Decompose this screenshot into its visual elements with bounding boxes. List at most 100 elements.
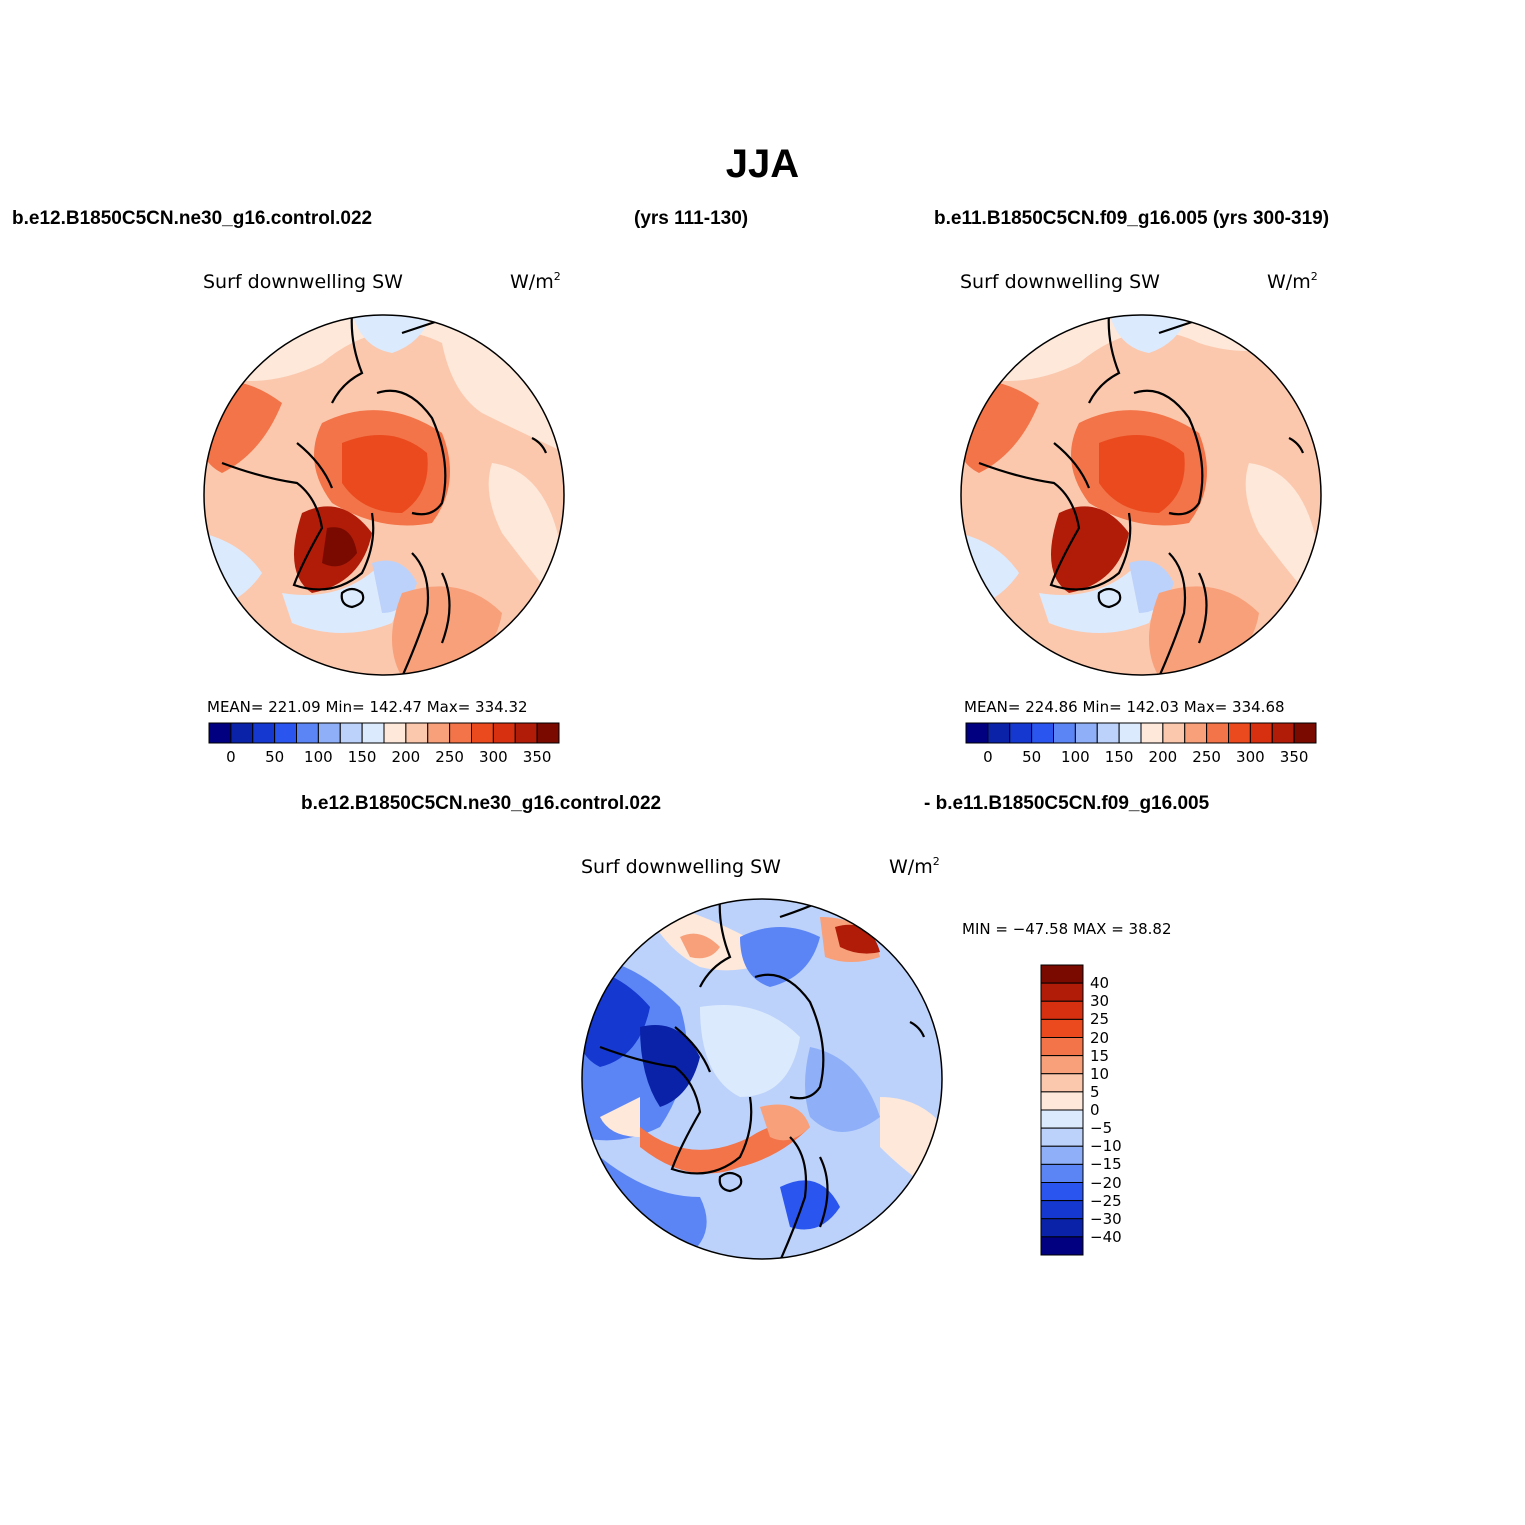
colorbar-swatch bbox=[1040, 1200, 1084, 1220]
colorbar-swatch bbox=[1249, 722, 1273, 744]
colorbar-swatch bbox=[296, 722, 319, 744]
colorbar-tick-label: 10 bbox=[1090, 1064, 1110, 1083]
colorbar-tick-label: −30 bbox=[1090, 1209, 1122, 1228]
colorbar-tick-label: −20 bbox=[1090, 1173, 1122, 1192]
colorbar-tick-label: 200 bbox=[391, 748, 421, 766]
colorbar-tick-label: 100 bbox=[304, 748, 333, 766]
colorbar-swatch bbox=[1228, 722, 1251, 744]
colorbar-swatch bbox=[1271, 722, 1295, 744]
colorbar-swatch bbox=[317, 722, 341, 744]
panel-diff-variable: Surf downwelling SW bbox=[581, 856, 781, 878]
colorbar-swatch bbox=[361, 722, 385, 744]
colorbar-swatch bbox=[1184, 722, 1208, 744]
colorbar-tick-label: −15 bbox=[1090, 1155, 1122, 1174]
panel-diff-units: W/m2 bbox=[889, 855, 940, 878]
colorbar-tick-label: 30 bbox=[1090, 992, 1110, 1011]
colorbar-tick-label: 20 bbox=[1090, 1028, 1110, 1047]
colorbar-left bbox=[208, 722, 560, 744]
colorbar-swatch bbox=[1040, 982, 1084, 1002]
colorbar-tick-label: 0 bbox=[983, 748, 993, 766]
colorbar-tick-label: 200 bbox=[1148, 748, 1178, 766]
panel-diff-stats: MIN = −47.58 MAX = 38.82 bbox=[962, 920, 1172, 938]
panel-right-stats: MEAN= 224.86 Min= 142.03 Max= 334.68 bbox=[964, 698, 1285, 716]
panel-right-variable: Surf downwelling SW bbox=[960, 271, 1160, 293]
colorbar-swatch bbox=[405, 722, 429, 744]
colorbar-swatch bbox=[1096, 722, 1120, 744]
colorbar-tick-label: −25 bbox=[1090, 1191, 1122, 1210]
colorbar-swatch bbox=[514, 722, 538, 744]
colorbar-swatch bbox=[1040, 1091, 1084, 1111]
colorbar-swatch bbox=[252, 722, 276, 744]
panel-left-units: W/m2 bbox=[510, 270, 561, 293]
polar-map-right bbox=[960, 314, 1322, 676]
panel-left-stats: MEAN= 221.09 Min= 142.47 Max= 334.32 bbox=[207, 698, 528, 716]
colorbar-tick-label: 250 bbox=[1192, 748, 1221, 766]
colorbar-tick-label: 300 bbox=[1236, 748, 1265, 766]
colorbar-swatch bbox=[1040, 1109, 1084, 1129]
colorbar-swatch bbox=[1053, 722, 1076, 744]
colorbar-swatch bbox=[536, 722, 560, 744]
colorbar-swatch bbox=[1009, 722, 1033, 744]
colorbar-swatch bbox=[492, 722, 516, 744]
colorbar-swatch bbox=[208, 722, 232, 744]
colorbar-swatch bbox=[1040, 1163, 1084, 1183]
colorbar-swatch bbox=[471, 722, 494, 744]
colorbar-tick-label: −10 bbox=[1090, 1137, 1122, 1156]
colorbar-tick-label: 350 bbox=[1279, 748, 1309, 766]
colorbar-swatch bbox=[449, 722, 472, 744]
colorbar-tick-label: 350 bbox=[522, 748, 552, 766]
colorbar-swatch bbox=[1206, 722, 1229, 744]
colorbar-tick-label: 25 bbox=[1090, 1010, 1110, 1029]
panel-left-variable: Surf downwelling SW bbox=[203, 271, 403, 293]
colorbar-swatch bbox=[274, 722, 297, 744]
colorbar-tick-label: −5 bbox=[1090, 1119, 1113, 1138]
colorbar-swatch bbox=[1040, 1000, 1084, 1020]
case-label-left: b.e12.B1850C5CN.ne30_g16.control.022 bbox=[12, 208, 373, 229]
colorbar-tick-label: 0 bbox=[226, 748, 236, 766]
colorbar-swatch bbox=[1040, 1037, 1084, 1057]
colorbar-tick-label: 50 bbox=[265, 748, 285, 766]
colorbar-swatch bbox=[1118, 722, 1142, 744]
colorbar-tick-label: 300 bbox=[479, 748, 508, 766]
colorbar-tick-label: 50 bbox=[1022, 748, 1042, 766]
colorbar-tick-label: 0 bbox=[1090, 1101, 1100, 1119]
colorbar-tick-label: 150 bbox=[347, 748, 377, 766]
colorbar-swatch bbox=[965, 722, 989, 744]
colorbar-swatch bbox=[1040, 1236, 1084, 1256]
main-title: JJA bbox=[725, 142, 800, 186]
panel-right-units: W/m2 bbox=[1267, 270, 1318, 293]
colorbar-tick-label: 150 bbox=[1104, 748, 1134, 766]
polar-map-left bbox=[203, 314, 565, 676]
colorbar-tick-label: 5 bbox=[1090, 1082, 1100, 1101]
colorbar-swatch bbox=[1040, 964, 1084, 984]
colorbar-swatch bbox=[339, 722, 363, 744]
colorbar-swatch bbox=[1040, 1145, 1084, 1165]
colorbar-tick-label: 250 bbox=[435, 748, 464, 766]
colorbar-swatch bbox=[1040, 1018, 1084, 1038]
colorbar-swatch bbox=[987, 722, 1011, 744]
colorbar-swatch bbox=[427, 722, 451, 744]
colorbar-swatch bbox=[1040, 1182, 1084, 1202]
polar-map-difference bbox=[581, 898, 943, 1260]
diff-case-label-right: - b.e11.B1850C5CN.f09_g16.005 bbox=[924, 793, 1210, 814]
colorbar-tick-label: 15 bbox=[1090, 1046, 1110, 1065]
colorbar-swatch bbox=[230, 722, 254, 744]
colorbar-tick-label: −40 bbox=[1090, 1227, 1122, 1246]
colorbar-tick-label: 100 bbox=[1061, 748, 1090, 766]
years-label-left: (yrs 111-130) bbox=[634, 208, 749, 229]
colorbar-right bbox=[965, 722, 1317, 744]
colorbar-swatch bbox=[1162, 722, 1186, 744]
colorbar-difference bbox=[1040, 964, 1084, 1256]
colorbar-swatch bbox=[1293, 722, 1317, 744]
colorbar-swatch bbox=[1140, 722, 1164, 744]
colorbar-swatch bbox=[1040, 1218, 1084, 1238]
colorbar-swatch bbox=[1040, 1055, 1084, 1075]
colorbar-swatch bbox=[1040, 1127, 1084, 1147]
colorbar-tick-label: 40 bbox=[1090, 974, 1110, 993]
case-label-right: b.e11.B1850C5CN.f09_g16.005 (yrs 300-319… bbox=[934, 208, 1330, 229]
colorbar-swatch bbox=[1074, 722, 1098, 744]
colorbar-swatch bbox=[1031, 722, 1054, 744]
diff-case-label-left: b.e12.B1850C5CN.ne30_g16.control.022 bbox=[301, 793, 662, 814]
colorbar-swatch bbox=[383, 722, 407, 744]
colorbar-swatch bbox=[1040, 1073, 1084, 1093]
